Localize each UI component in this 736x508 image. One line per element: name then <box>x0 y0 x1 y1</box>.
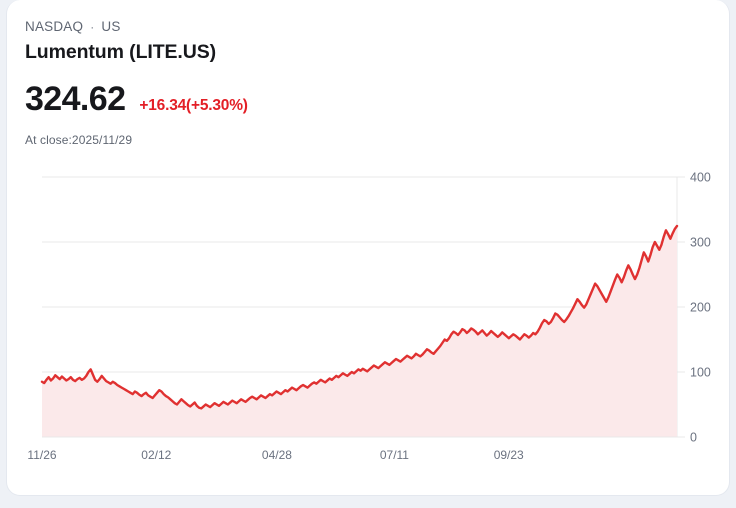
market-status-note: At close:2025/11/29 <box>25 133 133 147</box>
x-axis-label: 07/11 <box>380 448 409 462</box>
x-axis-label: 09/23 <box>494 448 524 462</box>
price-change: +16.34(+5.30%) <box>139 97 248 114</box>
y-axis-label: 300 <box>690 236 711 250</box>
x-axis-label: 04/28 <box>262 448 292 462</box>
y-axis-label: 0 <box>690 431 697 445</box>
price-chart-svg[interactable]: 0 100 200 300 400 11/26 02/12 04/28 07/11 09/23 <box>7 160 730 480</box>
current-price: 324.62 <box>25 80 126 118</box>
separator-dot: · <box>90 20 95 34</box>
y-axis-label: 100 <box>690 366 711 380</box>
price-row: 324.62 +16.34(+5.30%) <box>25 79 585 119</box>
price-area-fill <box>42 226 677 437</box>
stock-quote-card: NASDAQ · US Lumentum (LITE.US) 324.62 +1… <box>6 0 730 496</box>
y-axis-label: 200 <box>690 301 711 315</box>
y-axis-label: 400 <box>690 171 711 185</box>
page-title: Lumentum (LITE.US) <box>25 41 217 63</box>
x-axis-label: 11/26 <box>27 448 56 462</box>
x-axis-label: 02/12 <box>141 448 171 462</box>
exchange-row: NASDAQ · US <box>25 18 585 36</box>
price-chart[interactable]: 0 100 200 300 400 11/26 02/12 04/28 07/11 09/23 <box>7 160 730 480</box>
exchange-name: NASDAQ <box>25 19 84 34</box>
price-line <box>40 224 679 410</box>
quote-header: NASDAQ · US Lumentum (LITE.US) 324.62 +1… <box>25 18 585 147</box>
market-region: US <box>101 19 121 34</box>
